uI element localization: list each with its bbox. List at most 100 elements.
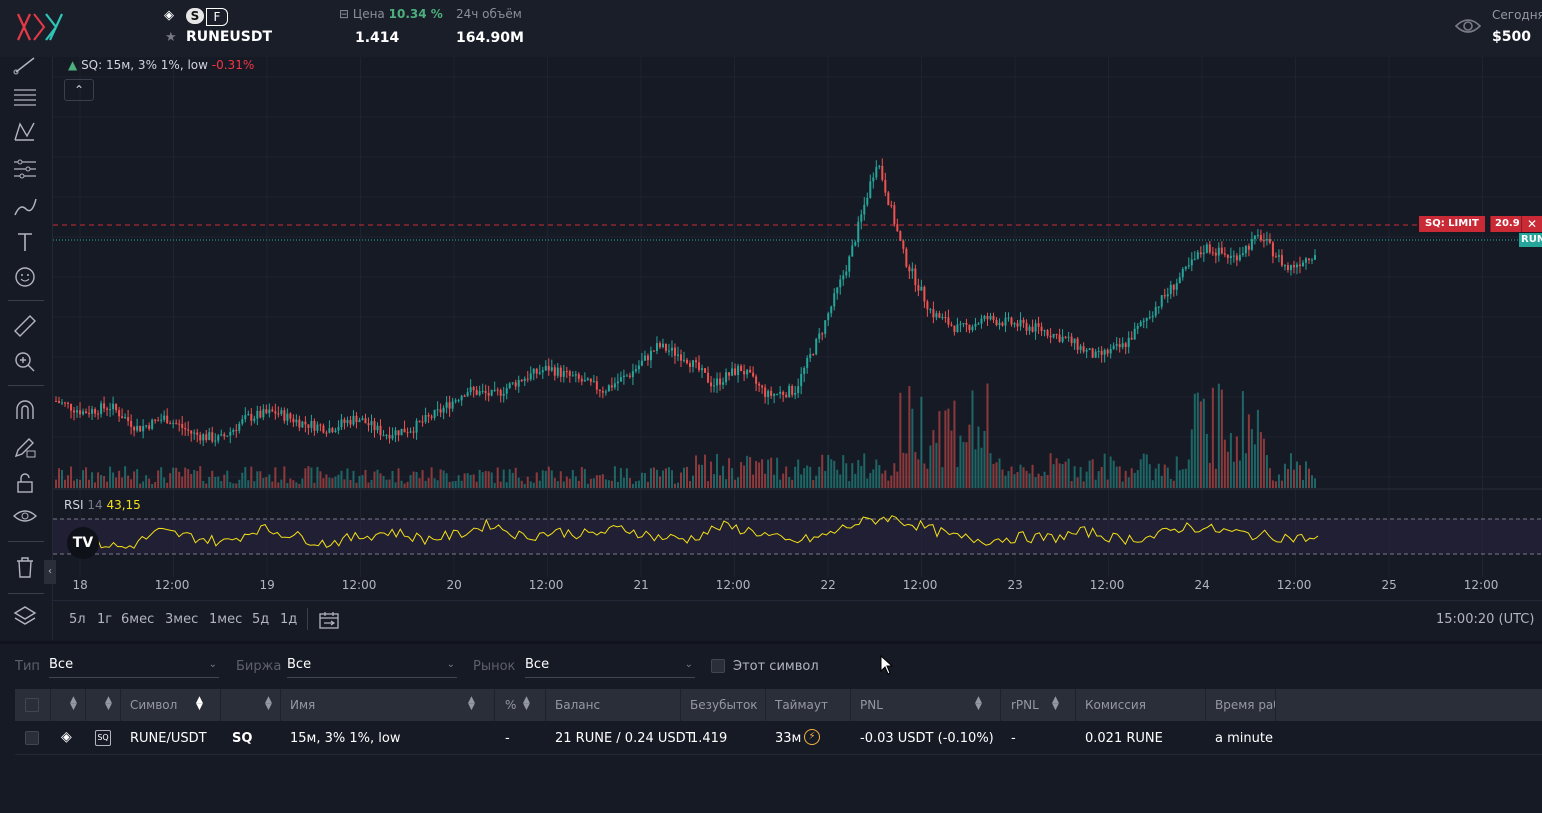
volume-bar <box>670 470 673 488</box>
tf-1y[interactable]: 1г <box>97 612 113 627</box>
sort-icon[interactable]: ▲ ▼ <box>523 695 530 712</box>
volume-bar <box>1139 459 1142 488</box>
candle-body <box>211 432 214 442</box>
volume-bar <box>361 475 364 488</box>
column-symbol[interactable]: Символ <box>130 698 178 712</box>
candle-body <box>283 410 286 421</box>
trash-icon[interactable] <box>12 555 38 579</box>
candle-body <box>508 383 511 389</box>
column-name[interactable]: Имя <box>290 698 316 712</box>
tf-3m[interactable]: 3мес <box>165 612 199 627</box>
time-axis-label: 22 <box>820 578 836 592</box>
favorite-star-icon[interactable]: ★ <box>165 30 177 45</box>
column-percent[interactable]: % <box>505 698 517 712</box>
lock-drawing-pencil-icon[interactable] <box>12 436 38 460</box>
tf-5y[interactable]: 5л <box>69 612 86 627</box>
symbol-title[interactable]: RUNEUSDT <box>186 29 273 45</box>
candle-body <box>532 368 535 374</box>
candle-body <box>944 317 947 319</box>
candle-body <box>145 425 148 427</box>
volume-bar <box>319 471 322 488</box>
collapse-legend-button[interactable]: ⌃ <box>64 79 94 101</box>
row-symbol[interactable]: RUNE/USDT <box>130 731 207 746</box>
row-worktime: a minute <box>1215 731 1273 746</box>
volume-bar <box>1073 466 1076 488</box>
candle-body <box>1196 252 1199 259</box>
trendline-tool-icon[interactable] <box>12 52 38 76</box>
timer-icon[interactable]: ⚡ <box>804 729 820 745</box>
emoji-tool-icon[interactable] <box>12 265 38 289</box>
volume-bar <box>824 470 827 488</box>
select-all-checkbox[interactable] <box>25 698 39 712</box>
volume-bar <box>1007 471 1010 488</box>
volume-bar <box>1232 461 1235 488</box>
sort-icon[interactable]: ▲ ▼ <box>265 695 272 712</box>
date-range-calendar-icon[interactable] <box>318 610 340 630</box>
column-timeout[interactable]: Таймаут <box>775 698 828 712</box>
volume-bar <box>457 475 460 488</box>
fib-tool-icon[interactable] <box>12 86 38 110</box>
volume-bar <box>689 480 692 488</box>
sort-icon[interactable]: ▲ ▼ <box>70 695 77 712</box>
prediction-tool-icon[interactable] <box>12 157 38 181</box>
candle-body <box>346 420 349 423</box>
chart-canvas[interactable] <box>53 57 1542 600</box>
column-worktime[interactable]: Время раб <box>1215 698 1275 712</box>
this-symbol-label[interactable]: Этот символ <box>733 659 819 674</box>
candle-body <box>716 378 719 386</box>
lock-icon[interactable] <box>12 471 38 495</box>
hide-drawings-eye-icon[interactable] <box>12 504 38 528</box>
sort-icon[interactable]: ▲ ▼ <box>975 695 982 712</box>
sort-icon[interactable]: ▲ ▼ <box>468 695 475 712</box>
sort-icon[interactable]: ▲ ▼ <box>196 695 203 712</box>
brush-tool-icon[interactable] <box>12 195 38 219</box>
volume-bar <box>601 474 604 488</box>
app-logo[interactable] <box>16 12 64 42</box>
futures-badge[interactable]: F <box>206 8 228 26</box>
tf-6m[interactable]: 6мес <box>121 612 155 627</box>
volume-bar <box>367 482 370 488</box>
column-rpnl[interactable]: rPNL <box>1011 698 1039 712</box>
tf-1d[interactable]: 1д <box>280 612 298 627</box>
magnet-icon[interactable] <box>12 399 38 423</box>
order-label[interactable]: SQ: LIMIT <box>1419 216 1485 232</box>
layers-icon[interactable] <box>12 604 38 628</box>
column-divider <box>545 689 546 721</box>
row-checkbox[interactable] <box>25 731 39 745</box>
candle-body <box>361 418 364 421</box>
price-chart[interactable] <box>53 57 1542 600</box>
column-pnl[interactable]: PNL <box>860 698 883 712</box>
cancel-order-close-icon[interactable]: ✕ <box>1521 216 1542 232</box>
this-symbol-checkbox[interactable] <box>711 659 725 673</box>
sort-icon[interactable]: ▲ ▼ <box>105 695 112 712</box>
type-filter-select[interactable]: Все ⌄ <box>49 657 219 678</box>
tradingview-logo[interactable]: TV <box>67 527 99 559</box>
text-tool-icon[interactable] <box>12 230 38 254</box>
column-commission[interactable]: Комиссия <box>1085 698 1146 712</box>
exchange-filter-select[interactable]: Все ⌄ <box>287 657 457 678</box>
pattern-tool-icon[interactable] <box>12 120 38 144</box>
spot-badge[interactable]: S <box>186 8 204 24</box>
tf-divider <box>307 608 308 630</box>
volume-bar <box>779 479 782 488</box>
sort-icon[interactable]: ▲ ▼ <box>1052 695 1059 712</box>
volume-bar <box>589 478 592 488</box>
zoom-in-icon[interactable] <box>12 350 38 374</box>
market-filter-select[interactable]: Все ⌄ <box>525 657 695 678</box>
candle-body <box>1016 323 1019 327</box>
volume-bar <box>187 469 190 488</box>
column-breakeven[interactable]: Безубыток <box>690 698 758 712</box>
collapse-toolbar-chevron-icon[interactable]: ‹ <box>44 560 56 584</box>
candle-body <box>172 422 175 424</box>
tf-5d[interactable]: 5д <box>252 612 270 627</box>
candle-body <box>920 286 923 291</box>
chevron-down-icon: ⌄ <box>208 659 217 670</box>
candle-body <box>463 395 466 397</box>
eye-icon[interactable] <box>1455 16 1481 36</box>
order-value[interactable]: 20.9 <box>1490 216 1524 232</box>
column-balance[interactable]: Баланс <box>555 698 601 712</box>
ruler-tool-icon[interactable] <box>12 313 38 337</box>
volume-bar <box>863 453 866 488</box>
tf-1m[interactable]: 1мес <box>209 612 243 627</box>
clock-utc[interactable]: 15:00:20 (UTC) <box>1436 612 1535 627</box>
